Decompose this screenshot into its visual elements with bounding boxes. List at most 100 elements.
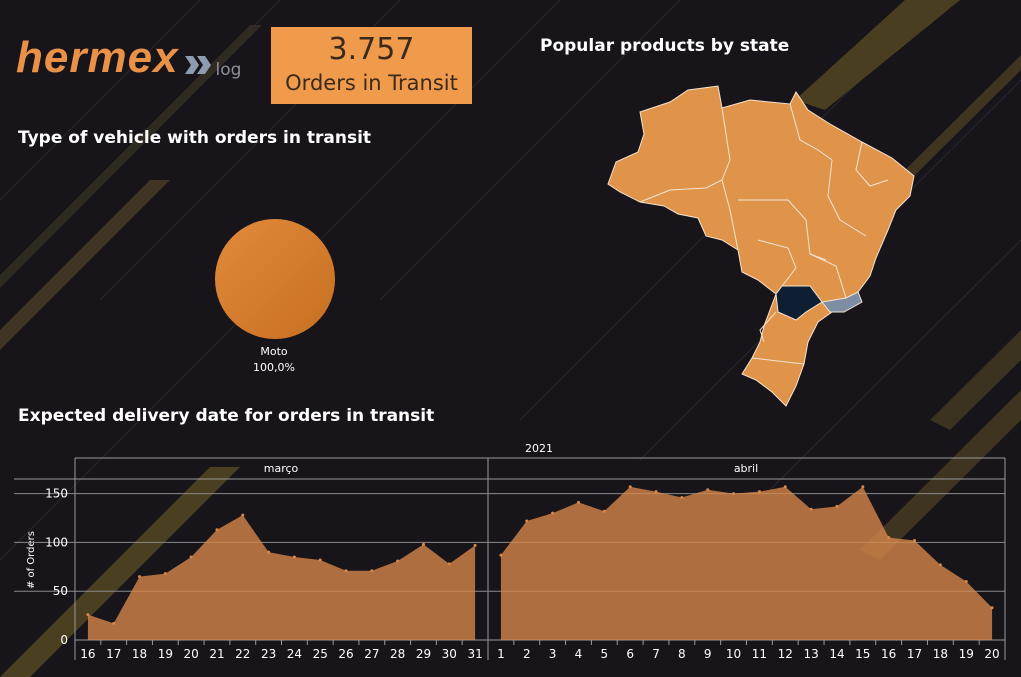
month-label-abril: abril (734, 462, 758, 475)
x-tick-label: 22 (235, 647, 250, 661)
data-point[interactable] (499, 553, 503, 557)
data-point[interactable] (473, 543, 477, 547)
x-tick-label: 20 (984, 647, 999, 661)
data-point[interactable] (163, 572, 167, 576)
data-point[interactable] (732, 492, 736, 496)
data-point[interactable] (887, 536, 891, 540)
data-point[interactable] (396, 559, 400, 563)
data-point[interactable] (680, 496, 684, 500)
data-point[interactable] (576, 500, 580, 504)
x-tick-label: 31 (467, 647, 482, 661)
orders-in-transit-card: 3.757 Orders in Transit (271, 27, 472, 104)
data-point[interactable] (990, 606, 994, 610)
x-tick-label: 14 (829, 647, 844, 661)
chart-year-label: 2021 (525, 442, 553, 455)
x-tick-label: 2 (523, 647, 531, 661)
data-point[interactable] (112, 621, 116, 625)
x-tick-label: 17 (907, 647, 922, 661)
data-point[interactable] (861, 485, 865, 489)
data-point[interactable] (267, 550, 271, 554)
x-tick-label: 5 (601, 647, 609, 661)
data-point[interactable] (344, 569, 348, 573)
data-point[interactable] (964, 579, 968, 583)
x-tick-label: 28 (390, 647, 405, 661)
data-point[interactable] (292, 555, 296, 559)
x-tick-label: 21 (209, 647, 224, 661)
chart-x-ticks: 16 17 18 19 20 21 22 23 24 25 26 27 28 29 30 31 1 2 3 4 5 6 7 8… (80, 640, 1000, 661)
data-point[interactable] (241, 513, 245, 517)
x-tick-label: 12 (778, 647, 793, 661)
y-tick-label: 0 (60, 633, 68, 647)
x-tick-label: 16 (881, 647, 896, 661)
y-tick-label: 50 (53, 584, 68, 598)
data-point[interactable] (913, 538, 917, 542)
pie-slice-name: Moto (260, 345, 288, 358)
data-point[interactable] (654, 490, 658, 494)
brand-logo: hermex log (16, 33, 242, 82)
data-point[interactable] (189, 555, 193, 559)
map-country-shape[interactable] (607, 85, 915, 407)
x-tick-label: 23 (261, 647, 276, 661)
data-point[interactable] (421, 542, 425, 546)
x-tick-label: 24 (287, 647, 302, 661)
data-point[interactable] (215, 528, 219, 532)
data-point[interactable] (783, 485, 787, 489)
map-state-sao-paulo[interactable] (775, 285, 823, 321)
data-point[interactable] (809, 507, 813, 511)
y-tick-label: 150 (45, 487, 68, 501)
data-point[interactable] (757, 490, 761, 494)
data-point[interactable] (706, 488, 710, 492)
x-tick-label: 18 (132, 647, 147, 661)
x-tick-label: 25 (313, 647, 328, 661)
pie-slice-moto[interactable] (215, 219, 335, 339)
x-tick-label: 19 (959, 647, 974, 661)
x-tick-label: 19 (158, 647, 173, 661)
x-tick-label: 30 (442, 647, 457, 661)
chart-series[interactable] (86, 485, 994, 640)
data-point[interactable] (86, 613, 90, 617)
data-point[interactable] (835, 504, 839, 508)
delivery-section-title: Expected delivery date for orders in tra… (18, 406, 435, 426)
brand-suffix: log (215, 60, 242, 80)
x-tick-label: 15 (855, 647, 870, 661)
x-tick-label: 7 (652, 647, 660, 661)
area-series-1[interactable] (500, 486, 993, 640)
x-tick-label: 8 (678, 647, 686, 661)
orders-in-transit-value: 3.757 (328, 32, 415, 67)
x-tick-label: 26 (338, 647, 353, 661)
pie-slice-percent: 100,0% (253, 361, 295, 374)
x-tick-label: 17 (106, 647, 121, 661)
month-label-marco: março (264, 462, 299, 475)
brand-chevrons-icon (184, 56, 211, 74)
map-section-title: Popular products by state (540, 36, 790, 56)
brazil-states-map[interactable] (600, 80, 920, 410)
data-point[interactable] (938, 563, 942, 567)
brand-name: hermex (16, 33, 179, 82)
x-tick-label: 16 (80, 647, 95, 661)
chart-y-ticks: 0 50 100 150 (45, 487, 68, 647)
vehicle-pie-chart[interactable] (214, 219, 336, 341)
data-point[interactable] (525, 519, 529, 523)
data-point[interactable] (602, 509, 606, 513)
y-axis-label: # of Orders (26, 531, 37, 589)
data-point[interactable] (551, 511, 555, 515)
map-state-borders (639, 103, 889, 365)
x-tick-label: 3 (549, 647, 557, 661)
data-point[interactable] (447, 562, 451, 566)
x-tick-label: 29 (416, 647, 431, 661)
area-series-0[interactable] (87, 515, 476, 640)
orders-in-transit-label: Orders in Transit (285, 71, 458, 95)
x-tick-label: 20 (184, 647, 199, 661)
x-tick-label: 18 (933, 647, 948, 661)
x-tick-label: 10 (726, 647, 741, 661)
data-point[interactable] (628, 485, 632, 489)
data-point[interactable] (138, 575, 142, 579)
x-tick-label: 4 (575, 647, 583, 661)
x-tick-label: 6 (626, 647, 634, 661)
data-point[interactable] (318, 558, 322, 562)
x-tick-label: 9 (704, 647, 712, 661)
x-tick-label: 1 (497, 647, 505, 661)
data-point[interactable] (370, 569, 374, 573)
vehicle-section-title: Type of vehicle with orders in transit (18, 128, 372, 148)
